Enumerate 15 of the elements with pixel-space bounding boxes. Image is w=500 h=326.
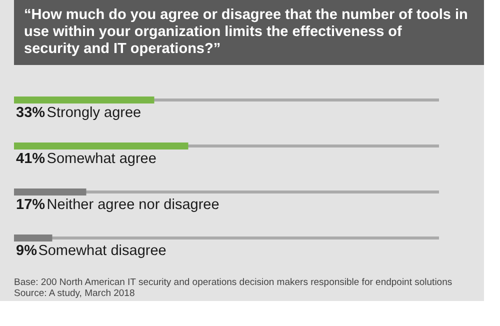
text: Base: 200 North American IT security and operations decision makers responsible for endpoint solutions: [14, 277, 452, 288]
data-label: 33%: [16, 105, 46, 121]
y-tick-label: Somewhat agree: [46, 151, 156, 167]
data-label: 17%: [16, 197, 46, 213]
bar: [14, 96, 154, 104]
data-label: 41%: [16, 151, 46, 167]
data-label: 9%: [16, 243, 38, 259]
bar: [14, 234, 52, 242]
source-note: Source: A study, March 2018: [14, 288, 135, 299]
bar: [14, 188, 86, 196]
y-tick-label: Strongly agree: [46, 105, 142, 121]
y-tick-label: Somewhat disagree: [38, 243, 166, 259]
y-tick-label: Neither agree nor disagree: [46, 197, 220, 213]
bar: [14, 142, 188, 150]
chart-title: “How much do you agree or disagree that the number of tools in use within your organization limits the effectiveness of security and IT operations?”: [24, 7, 468, 57]
